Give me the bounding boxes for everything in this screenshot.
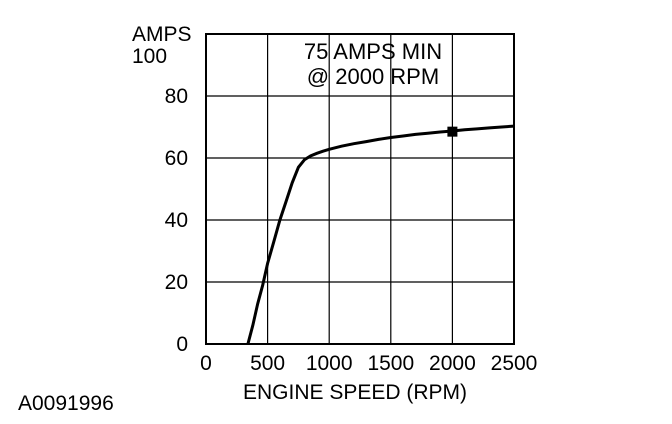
x-tick-label-2500: 2500 xyxy=(491,352,538,375)
y-unit-label: AMPS xyxy=(132,23,192,46)
x-tick-labels: 0 500 1000 1500 2000 2500 xyxy=(200,352,537,375)
x-tick-label-500: 500 xyxy=(250,352,285,375)
x-tick-label-0: 0 xyxy=(200,352,212,375)
grid-lines xyxy=(206,34,514,344)
x-axis-title: ENGINE SPEED (RPM) xyxy=(243,381,467,404)
y-tick-labels: 0 20 40 60 80 100 xyxy=(132,45,188,356)
y-tick-label-40: 40 xyxy=(165,209,188,232)
figure-id: A0091996 xyxy=(18,392,114,415)
x-tick-label-1000: 1000 xyxy=(306,352,353,375)
y-tick-label-20: 20 xyxy=(165,271,188,294)
x-tick-label-1500: 1500 xyxy=(367,352,414,375)
annotation-line-2: @ 2000 RPM xyxy=(307,64,439,89)
x-tick-label-2000: 2000 xyxy=(429,352,476,375)
data-point-marker xyxy=(447,126,458,137)
series-line xyxy=(246,124,515,345)
y-tick-label-60: 60 xyxy=(165,147,188,170)
annotation-line-1: 75 AMPS MIN xyxy=(304,39,442,64)
y-tick-label-100: 100 xyxy=(132,45,167,68)
plot-frame xyxy=(205,33,515,345)
y-tick-label-80: 80 xyxy=(165,85,188,108)
y-tick-label-0: 0 xyxy=(176,333,188,356)
